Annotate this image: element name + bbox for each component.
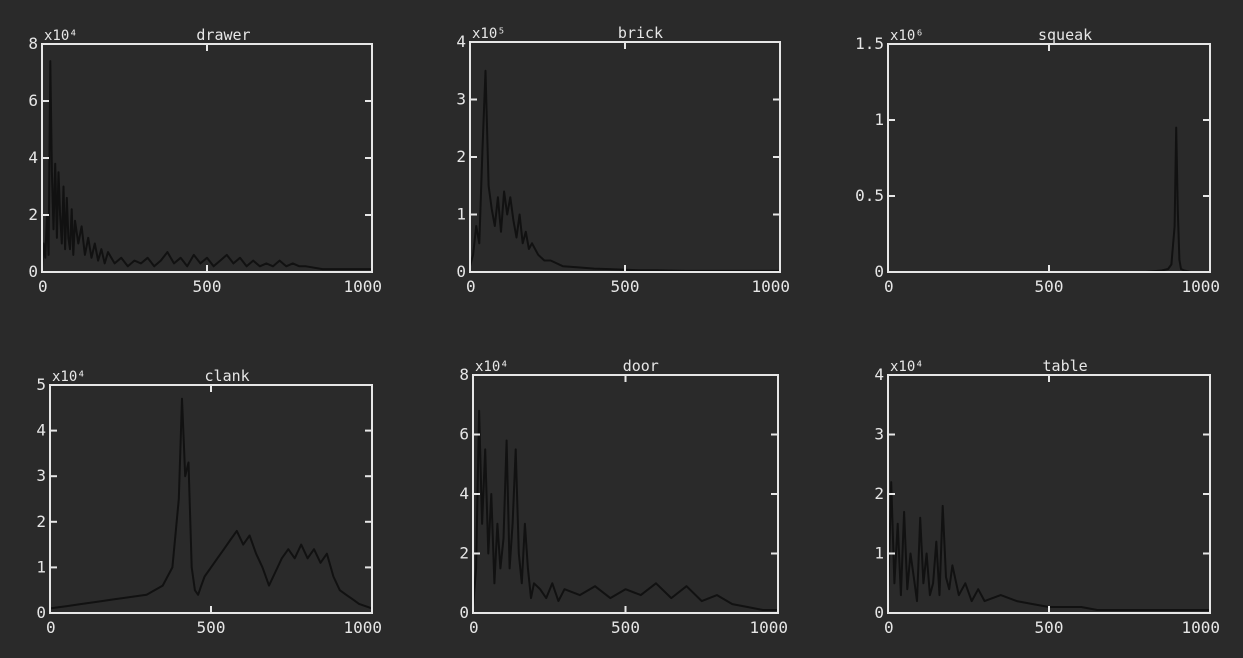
x-tick-label: 0 — [469, 618, 479, 637]
y-tick-label: 1.5 — [855, 34, 884, 53]
x-tick-label: 0 — [884, 618, 894, 637]
x-tick-label: 500 — [1035, 277, 1064, 296]
x-tick-label: 1000 — [1181, 618, 1220, 637]
plot-title-clank: clank — [205, 367, 250, 385]
scale-label: x10⁴ — [475, 359, 509, 375]
y-tick-label: 8 — [28, 34, 38, 53]
plot-title-squeak: squeak — [1038, 26, 1092, 44]
x-tick-label: 0 — [38, 277, 48, 296]
y-tick-label: 2 — [874, 484, 884, 503]
trace-brick — [469, 69, 780, 272]
y-tick-label: 0 — [36, 603, 46, 622]
plot-title-brick: brick — [618, 24, 663, 42]
scale-label: x10⁶ — [890, 28, 924, 44]
plot-panel-squeak: 0 0.5 1 1.5 0 500 1000 x10⁶ squeak — [855, 26, 1220, 296]
y-tick-label: 4 — [459, 484, 469, 503]
y-tick-label: 1 — [874, 110, 884, 129]
y-tick-label: 1 — [36, 557, 46, 576]
x-tick-label: 1000 — [1181, 277, 1220, 296]
y-tick-label: 2 — [36, 512, 46, 531]
x-tick-label: 0 — [466, 277, 476, 296]
scale-label: x10⁴ — [890, 359, 924, 375]
x-tick-label: 1000 — [343, 618, 382, 637]
plot-title-table: table — [1043, 357, 1088, 375]
y-tick-label: 5 — [36, 375, 46, 394]
x-tick-label: 500 — [611, 277, 640, 296]
scale-label: x10⁴ — [52, 369, 86, 385]
x-tick-label: 1000 — [343, 277, 382, 296]
y-tick-label: 2 — [456, 147, 466, 166]
x-tick-label: 0 — [46, 618, 56, 637]
trace-door — [472, 409, 778, 611]
y-tick-label: 0 — [456, 262, 466, 281]
y-tick-label: 4 — [874, 365, 884, 384]
y-tick-label: 1 — [456, 205, 466, 224]
y-tick-label: 2 — [28, 205, 38, 224]
trace-drawer — [41, 60, 372, 271]
x-tick-label: 1000 — [751, 277, 790, 296]
y-tick-label: 0 — [459, 603, 469, 622]
y-tick-label: 0 — [874, 262, 884, 281]
x-tick-label: 1000 — [749, 618, 788, 637]
plot-panel-brick: 0 1 2 3 4 0 500 1000 x10⁵ brick — [456, 24, 790, 296]
plot-title-door: door — [623, 357, 659, 375]
x-tick-label: 0 — [884, 277, 894, 296]
plot-panel-door: 0 2 4 6 8 0 500 1000 x10⁴ door — [459, 357, 788, 637]
scale-label: x10⁴ — [44, 28, 78, 44]
y-tick-label: 0 — [874, 603, 884, 622]
trace-table — [887, 481, 1210, 611]
y-tick-label: 4 — [28, 148, 38, 167]
y-tick-label: 4 — [456, 32, 466, 51]
trace-clank — [49, 397, 373, 610]
x-tick-label: 500 — [1035, 618, 1064, 637]
y-tick-label: 3 — [874, 425, 884, 444]
plot-title-drawer: drawer — [196, 26, 250, 44]
plot-panel-drawer: 0 2 4 6 8 0 500 1000 x10⁴ drawer — [28, 26, 382, 296]
y-tick-label: 0.5 — [855, 186, 884, 205]
plot-panel-clank: 0 1 2 3 4 5 0 500 1000 x10⁴ clank — [36, 367, 382, 637]
x-tick-label: 500 — [611, 618, 640, 637]
y-tick-label: 3 — [456, 90, 466, 109]
y-tick-label: 3 — [36, 466, 46, 485]
y-tick-label: 6 — [28, 91, 38, 110]
y-tick-label: 6 — [459, 425, 469, 444]
x-tick-label: 500 — [193, 277, 222, 296]
x-tick-label: 500 — [197, 618, 226, 637]
y-tick-label: 2 — [459, 544, 469, 563]
y-tick-label: 4 — [36, 421, 46, 440]
y-tick-label: 0 — [28, 262, 38, 281]
y-tick-label: 8 — [459, 365, 469, 384]
scale-label: x10⁵ — [472, 26, 506, 42]
plot-panel-table: 0 1 2 3 4 0 500 1000 x10⁴ table — [874, 357, 1220, 637]
y-tick-label: 1 — [874, 544, 884, 563]
